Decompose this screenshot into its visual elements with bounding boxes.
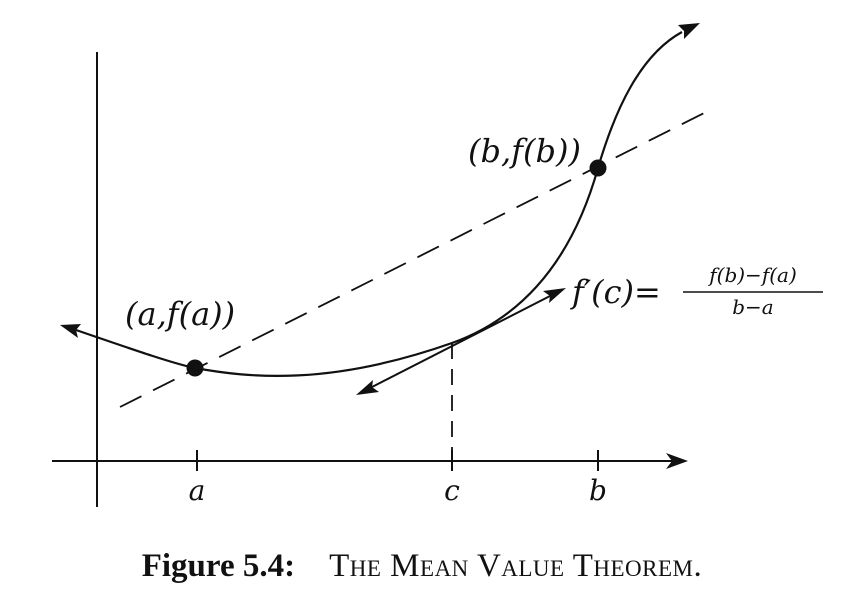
caption-title: The Mean Value Theorem. (329, 548, 703, 584)
x-axis-arrow-icon (666, 453, 688, 469)
figure-caption: Figure 5.4: The Mean Value Theorem. (0, 548, 844, 585)
tick-label-b: b (589, 474, 607, 507)
secant-line (119, 109, 711, 408)
point-b-label: (b,f(b)) (468, 132, 581, 170)
point-b (589, 159, 607, 177)
tangent-line (371, 295, 551, 388)
curve-right-arrow-icon (678, 23, 700, 39)
point-a-label: (a,f(a)) (125, 295, 235, 333)
tick-label-c: c (444, 474, 460, 507)
fraction-denominator: b−a (732, 295, 773, 319)
tick-label-a: a (189, 474, 206, 507)
fraction-numerator: f(b)−f(a) (707, 263, 797, 287)
curve-left-arrow-icon (60, 324, 81, 338)
function-curve (75, 31, 683, 378)
derivative-expression: f′(c)= (570, 273, 661, 311)
tangent-left-arrow-icon (356, 380, 379, 395)
caption-label: Figure 5.4: (141, 548, 296, 584)
point-a (186, 359, 204, 377)
tangent-right-arrow-icon (543, 288, 566, 303)
